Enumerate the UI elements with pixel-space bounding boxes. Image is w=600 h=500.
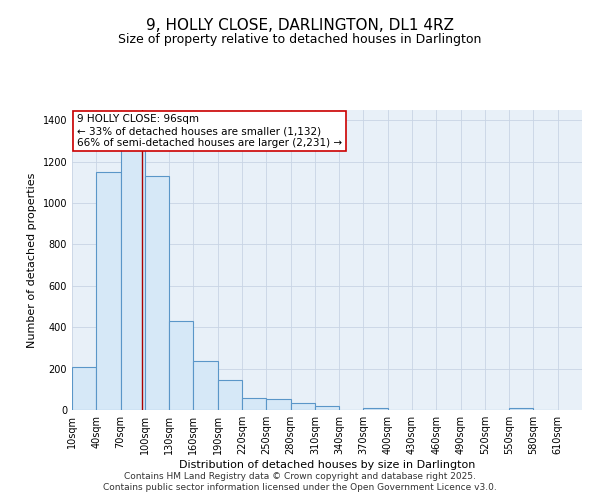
Bar bbox=[315, 406, 339, 410]
Bar bbox=[290, 403, 315, 410]
Text: Size of property relative to detached houses in Darlington: Size of property relative to detached ho… bbox=[118, 32, 482, 46]
Text: Contains HM Land Registry data © Crown copyright and database right 2025.
Contai: Contains HM Land Registry data © Crown c… bbox=[103, 472, 497, 492]
Bar bbox=[121, 130, 145, 410]
X-axis label: Distribution of detached houses by size in Darlington: Distribution of detached houses by size … bbox=[179, 460, 475, 470]
Bar bbox=[193, 362, 218, 410]
Bar bbox=[145, 176, 169, 410]
Bar bbox=[218, 380, 242, 410]
Bar bbox=[72, 366, 96, 410]
Bar bbox=[509, 408, 533, 410]
Y-axis label: Number of detached properties: Number of detached properties bbox=[27, 172, 37, 348]
Text: 9 HOLLY CLOSE: 96sqm
← 33% of detached houses are smaller (1,132)
66% of semi-de: 9 HOLLY CLOSE: 96sqm ← 33% of detached h… bbox=[77, 114, 342, 148]
Text: 9, HOLLY CLOSE, DARLINGTON, DL1 4RZ: 9, HOLLY CLOSE, DARLINGTON, DL1 4RZ bbox=[146, 18, 454, 32]
Bar bbox=[242, 398, 266, 410]
Bar bbox=[364, 408, 388, 410]
Bar bbox=[96, 172, 121, 410]
Bar bbox=[266, 398, 290, 410]
Bar bbox=[169, 321, 193, 410]
